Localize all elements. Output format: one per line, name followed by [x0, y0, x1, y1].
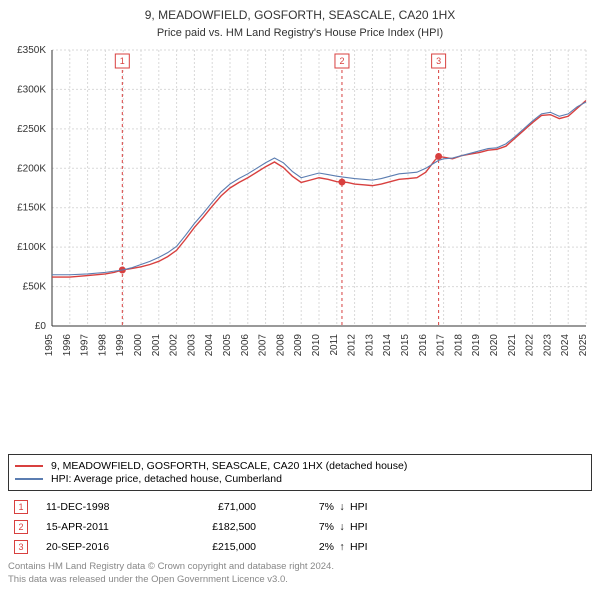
event-price: £182,500 — [166, 521, 256, 533]
legend-row: 9, MEADOWFIELD, GOSFORTH, SEASCALE, CA20… — [15, 460, 585, 472]
svg-text:3: 3 — [436, 56, 441, 66]
chart-container: 9, MEADOWFIELD, GOSFORTH, SEASCALE, CA20… — [0, 0, 600, 590]
event-pct: 7% — [306, 521, 334, 533]
svg-text:2017: 2017 — [436, 333, 447, 356]
event-pct: 2% — [306, 541, 334, 553]
event-row: 3 20-SEP-2016£215,000 2%↑HPI — [8, 537, 592, 557]
svg-text:£150K: £150K — [17, 203, 46, 214]
svg-text:2024: 2024 — [560, 333, 571, 356]
chart-subtitle: Price paid vs. HM Land Registry's House … — [8, 26, 592, 40]
event-vs: HPI — [350, 541, 390, 553]
event-marker: 2 — [14, 520, 28, 534]
svg-text:£50K: £50K — [23, 281, 47, 292]
svg-text:2001: 2001 — [151, 333, 162, 356]
chart-title: 9, MEADOWFIELD, GOSFORTH, SEASCALE, CA20… — [8, 8, 592, 24]
svg-text:2008: 2008 — [275, 333, 286, 356]
legend-label: HPI: Average price, detached house, Cumb… — [51, 473, 282, 485]
svg-text:1999: 1999 — [115, 333, 126, 356]
event-marker: 1 — [14, 500, 28, 514]
event-date: 11-DEC-1998 — [46, 501, 166, 513]
event-price: £71,000 — [166, 501, 256, 513]
svg-text:2005: 2005 — [222, 333, 233, 356]
chart-area: £0 £50K £100K £150K £200K £250K £300K £350K 1995… — [8, 46, 592, 448]
svg-text:2019: 2019 — [471, 333, 482, 356]
event-vs: HPI — [350, 501, 390, 513]
svg-text:2011: 2011 — [329, 333, 340, 355]
svg-text:1997: 1997 — [80, 333, 91, 356]
svg-text:2002: 2002 — [169, 333, 180, 356]
svg-text:2025: 2025 — [578, 333, 589, 356]
svg-text:2021: 2021 — [507, 333, 518, 356]
svg-text:2015: 2015 — [400, 333, 411, 356]
svg-text:2: 2 — [339, 56, 344, 66]
svg-text:2012: 2012 — [347, 333, 358, 356]
arrow-icon: ↓ — [334, 521, 350, 533]
svg-text:£0: £0 — [35, 321, 47, 332]
event-row: 2 15-APR-2011£182,500 7%↓HPI — [8, 517, 592, 537]
legend-row: HPI: Average price, detached house, Cumb… — [15, 473, 585, 485]
svg-text:2003: 2003 — [186, 333, 197, 356]
line-chart: £0 £50K £100K £150K £200K £250K £300K £350K 1995… — [8, 46, 592, 376]
svg-text:1998: 1998 — [97, 333, 108, 356]
svg-text:1996: 1996 — [62, 333, 73, 356]
svg-text:2000: 2000 — [133, 333, 144, 356]
legend-label: 9, MEADOWFIELD, GOSFORTH, SEASCALE, CA20… — [51, 460, 407, 472]
svg-text:2007: 2007 — [258, 333, 269, 356]
footer-line-1: Contains HM Land Registry data © Crown c… — [8, 561, 592, 573]
legend: 9, MEADOWFIELD, GOSFORTH, SEASCALE, CA20… — [8, 454, 592, 491]
svg-text:2010: 2010 — [311, 333, 322, 356]
svg-text:2014: 2014 — [382, 333, 393, 356]
event-date: 15-APR-2011 — [46, 521, 166, 533]
svg-text:2022: 2022 — [525, 333, 536, 356]
svg-text:2004: 2004 — [204, 333, 215, 356]
svg-text:2009: 2009 — [293, 333, 304, 356]
svg-text:£300K: £300K — [17, 84, 46, 95]
svg-text:£250K: £250K — [17, 124, 46, 135]
event-marker: 3 — [14, 540, 28, 554]
event-price: £215,000 — [166, 541, 256, 553]
svg-text:2013: 2013 — [364, 333, 375, 356]
svg-text:£200K: £200K — [17, 163, 46, 174]
arrow-icon: ↓ — [334, 501, 350, 513]
legend-swatch — [15, 478, 43, 480]
event-row: 1 11-DEC-1998£71,000 7%↓HPI — [8, 497, 592, 517]
event-pct: 7% — [306, 501, 334, 513]
event-vs: HPI — [350, 521, 390, 533]
svg-text:2016: 2016 — [418, 333, 429, 356]
svg-text:1995: 1995 — [44, 333, 55, 356]
svg-text:2020: 2020 — [489, 333, 500, 356]
svg-text:2018: 2018 — [453, 333, 464, 356]
svg-text:2006: 2006 — [240, 333, 251, 356]
legend-swatch — [15, 465, 43, 467]
footer-line-2: This data was released under the Open Go… — [8, 574, 592, 586]
svg-text:1: 1 — [120, 56, 125, 66]
arrow-icon: ↑ — [334, 541, 350, 553]
svg-text:£350K: £350K — [17, 46, 46, 56]
events-table: 111-DEC-1998£71,0007%↓HPI215-APR-2011£18… — [8, 497, 592, 557]
event-date: 20-SEP-2016 — [46, 541, 166, 553]
svg-text:2023: 2023 — [542, 333, 553, 356]
svg-text:£100K: £100K — [17, 242, 46, 253]
